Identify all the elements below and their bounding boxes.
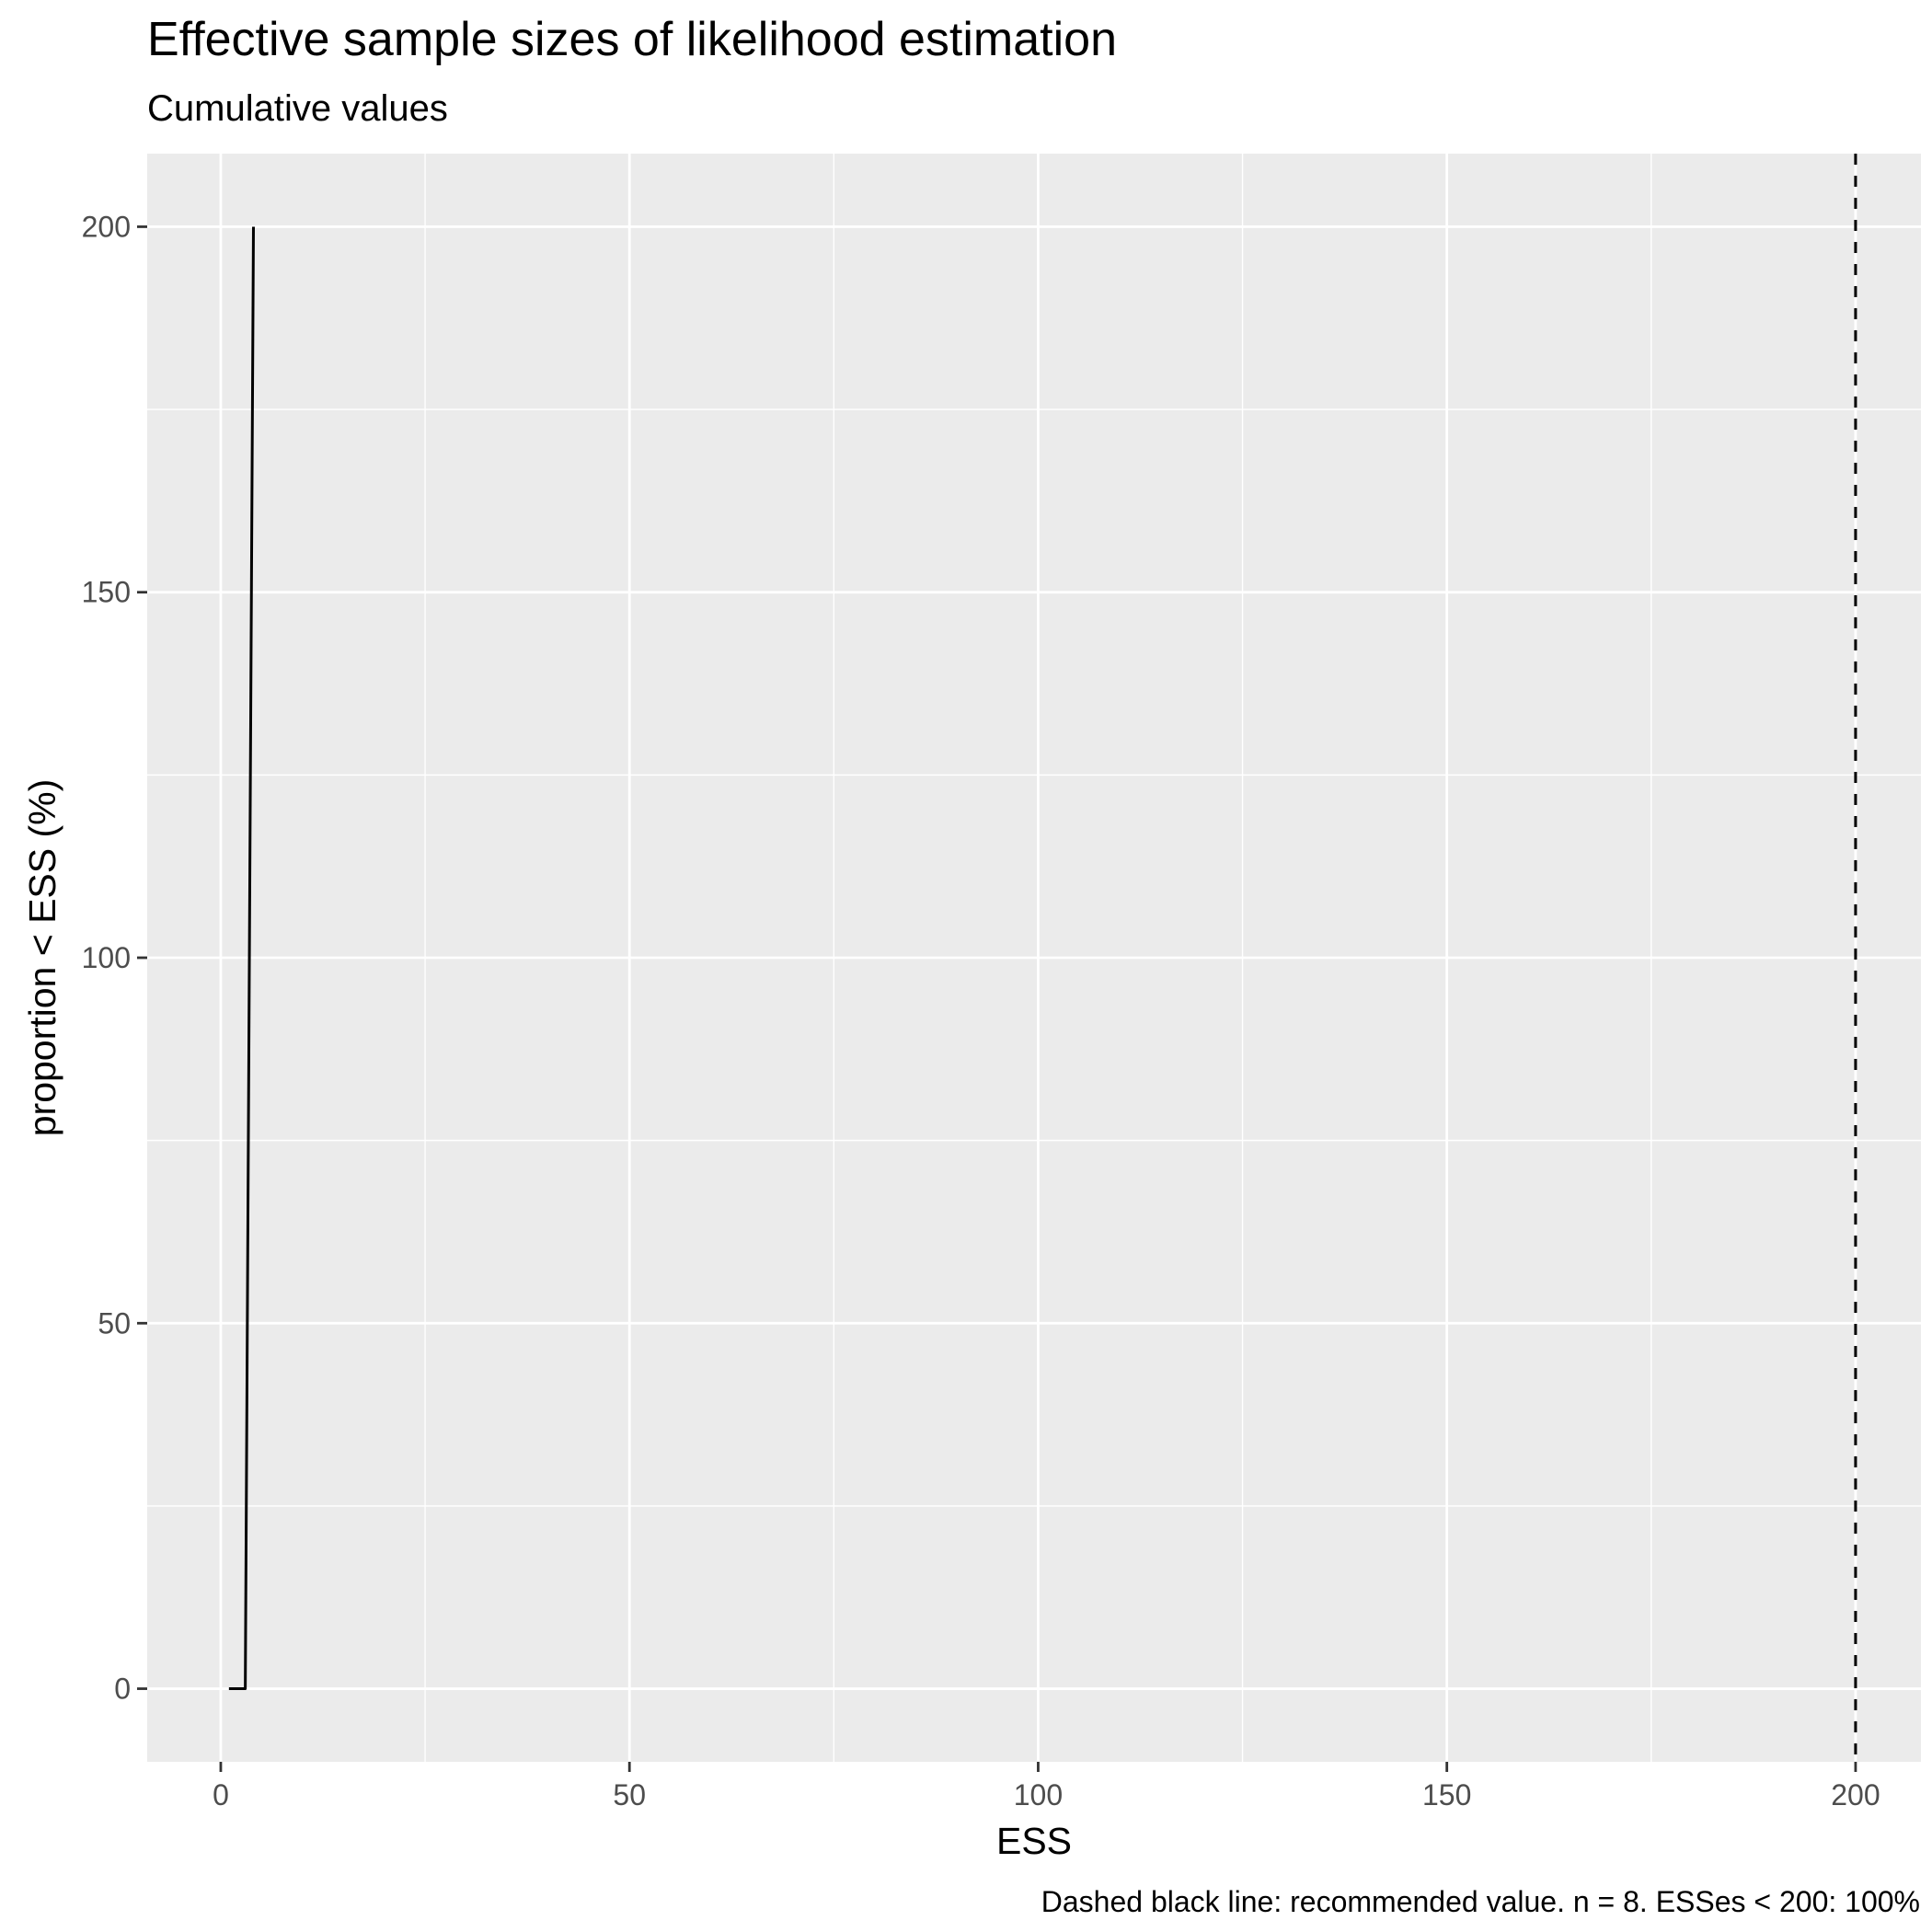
x-tick-label: 100 xyxy=(1014,1778,1063,1811)
x-tick-label: 0 xyxy=(213,1778,229,1811)
chart-caption: Dashed black line: recommended value. n … xyxy=(1041,1885,1920,1918)
y-tick-label: 150 xyxy=(82,576,131,609)
y-axis: 0 50 100 150 200 xyxy=(82,210,147,1706)
cumulative-ess-line xyxy=(228,226,255,1691)
x-tick-label: 150 xyxy=(1422,1778,1471,1811)
y-tick-label: 0 xyxy=(114,1673,131,1706)
y-tick-label: 50 xyxy=(98,1306,131,1340)
x-axis: 0 50 100 150 200 xyxy=(213,1762,1880,1811)
x-tick-label: 50 xyxy=(613,1778,646,1811)
chart-title: Effective sample sizes of likelihood est… xyxy=(147,13,1117,66)
major-gridlines xyxy=(147,154,1921,1762)
y-axis-title: proportion < ESS (%) xyxy=(21,779,63,1137)
x-tick-label: 200 xyxy=(1831,1778,1880,1811)
y-tick-label: 100 xyxy=(82,941,131,974)
chart-subtitle: Cumulative values xyxy=(147,88,448,129)
y-tick-label: 200 xyxy=(82,210,131,243)
series-layer xyxy=(228,226,255,1691)
x-axis-title: ESS xyxy=(996,1820,1072,1862)
